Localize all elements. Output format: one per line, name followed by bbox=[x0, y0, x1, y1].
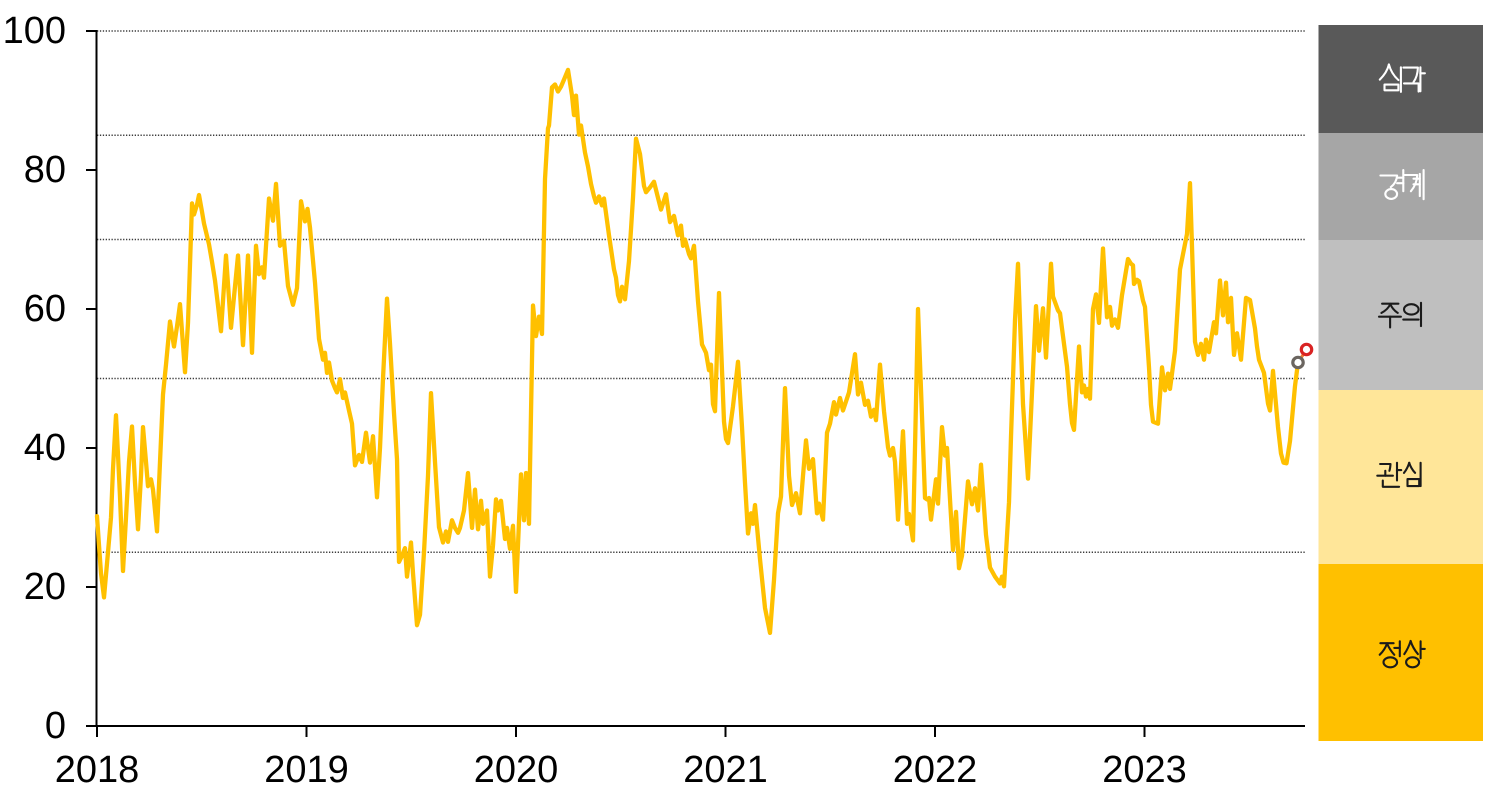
svg-text:2023: 2023 bbox=[1102, 749, 1187, 791]
svg-text:100: 100 bbox=[3, 10, 66, 52]
svg-text:2022: 2022 bbox=[893, 749, 978, 791]
svg-text:0: 0 bbox=[45, 705, 66, 747]
svg-text:2020: 2020 bbox=[474, 749, 559, 791]
svg-text:2018: 2018 bbox=[55, 749, 140, 791]
svg-text:60: 60 bbox=[24, 288, 66, 330]
svg-text:40: 40 bbox=[24, 427, 66, 469]
svg-text:2019: 2019 bbox=[264, 749, 349, 791]
svg-text:80: 80 bbox=[24, 149, 66, 191]
svg-text:20: 20 bbox=[24, 566, 66, 608]
svg-text:2021: 2021 bbox=[683, 749, 768, 791]
